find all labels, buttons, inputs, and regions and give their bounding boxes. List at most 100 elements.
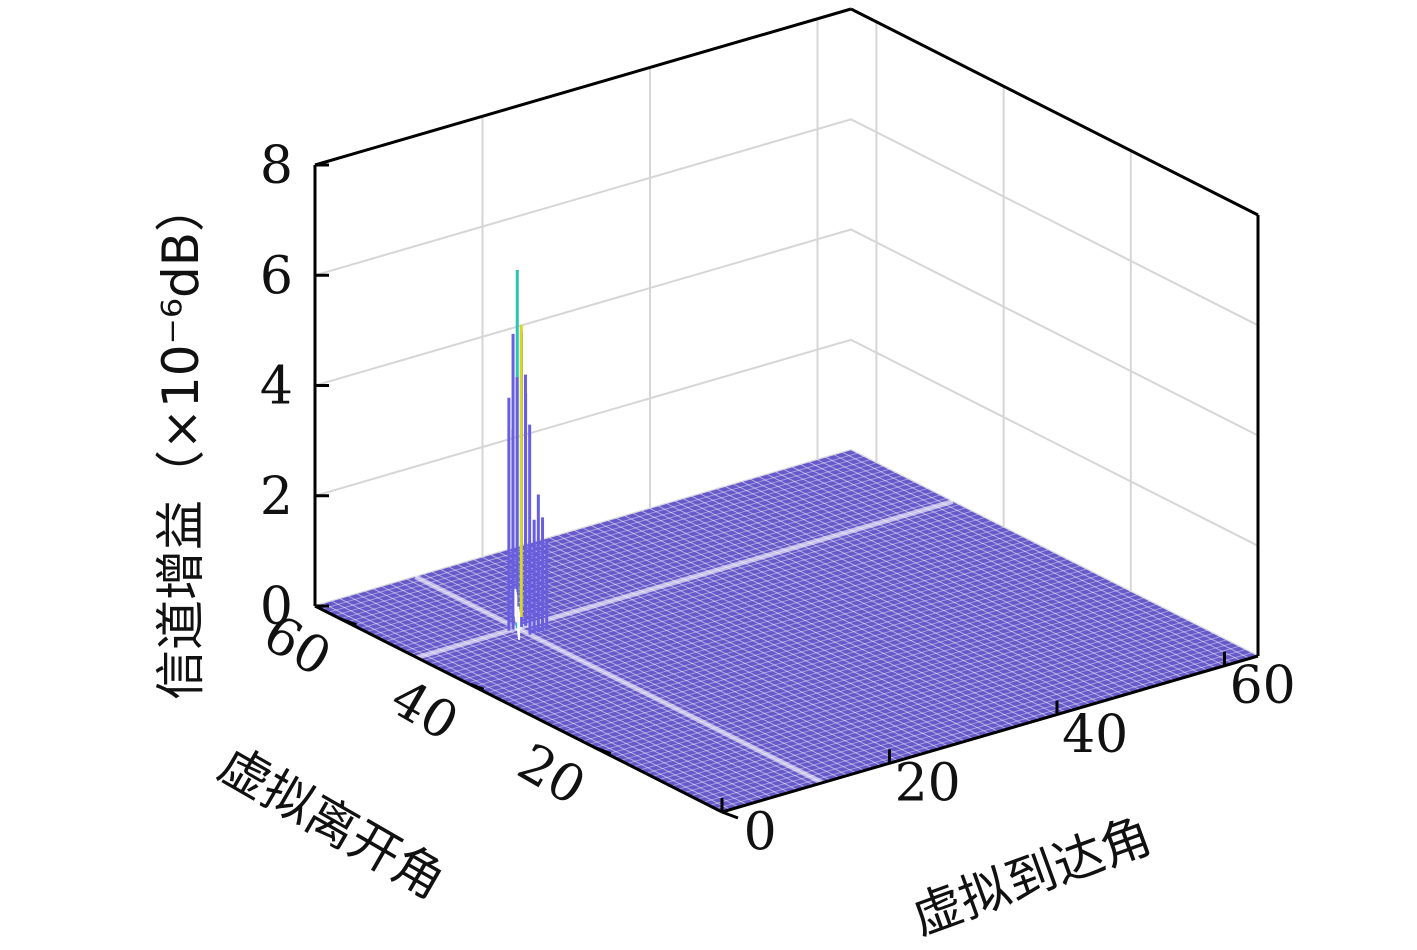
mesh-line-x (666, 503, 1074, 711)
mesh-line-y (543, 565, 1081, 723)
mesh-line-x (365, 590, 773, 798)
mesh-line-y (505, 546, 1042, 703)
mesh-line-y (651, 620, 1189, 778)
mesh-line-y (492, 539, 1030, 697)
mesh-line-y (467, 526, 1004, 684)
mesh-line-y (372, 478, 909, 636)
mesh-line-x (758, 476, 1167, 684)
mesh-line-y (461, 523, 998, 681)
mesh-line-x (532, 542, 940, 750)
mesh-line-x (524, 544, 932, 752)
y-axis-label: 虚拟离开角 (209, 735, 455, 910)
mesh-line-x (834, 454, 1242, 662)
mesh-line-y (715, 652, 1252, 810)
z-gridline (314, 228, 1259, 437)
mesh-line-x (607, 520, 1016, 728)
z-tick-label: 2 (260, 467, 293, 527)
mesh-line-y (594, 591, 1131, 749)
mesh-line-y (620, 604, 1157, 761)
mesh-line-y (454, 520, 992, 678)
mesh-line-y (626, 607, 1163, 765)
mesh-line-y (321, 452, 858, 610)
mesh-line-x (683, 498, 1091, 706)
z-axis-label: 信道增益（×10⁻⁶dB） (152, 182, 210, 700)
mesh-line-x (783, 469, 1192, 676)
mesh-line-x (323, 603, 731, 810)
mesh-line-x (708, 491, 1116, 698)
mesh-line-y (550, 568, 1087, 726)
x-axis-line (721, 654, 1259, 814)
mesh-line-y (683, 636, 1220, 794)
z-gridline (314, 118, 1259, 327)
mesh-line-x (499, 551, 907, 759)
mesh-line-y (607, 597, 1144, 755)
mesh-line-x (356, 593, 765, 801)
x-tick-label: 40 (1062, 705, 1128, 765)
z-gridline (314, 338, 1259, 547)
mesh-line-y (524, 555, 1061, 713)
mesh-line-x (674, 500, 1083, 708)
x-tick-label: 60 (1230, 656, 1296, 716)
mesh-line-x (574, 530, 982, 737)
mesh-line-y (499, 542, 1036, 700)
mesh-line-y (333, 459, 871, 617)
mesh-line-x (507, 549, 915, 757)
mesh-line-x (842, 452, 1250, 659)
mesh-line-y (435, 510, 972, 668)
mesh-line-x (633, 512, 1041, 720)
mesh-line-x (398, 581, 806, 789)
y-tick-label: 20 (508, 733, 595, 818)
mesh-line-y (702, 645, 1240, 803)
mesh-line-x (390, 583, 798, 791)
mesh-line-x (750, 478, 1158, 686)
mesh-line-y (537, 562, 1074, 720)
mesh-line-y (556, 571, 1093, 729)
mesh-line-y (384, 484, 922, 642)
mesh-line-x (658, 505, 1066, 713)
mesh-line-x (691, 495, 1100, 703)
mesh-line-y (664, 626, 1201, 784)
z-tick-label: 4 (260, 357, 293, 417)
mesh-line-y (581, 584, 1119, 742)
mesh-line-x (641, 510, 1049, 718)
mesh-line-y (613, 600, 1151, 758)
mesh-line-x (825, 456, 1234, 664)
mesh-line-x (406, 578, 815, 786)
mesh-line-y (601, 594, 1138, 752)
mesh-line-x (767, 473, 1175, 681)
mesh-line-x (331, 600, 739, 808)
surface-mesh (314, 449, 1259, 813)
mesh-line-y (639, 613, 1176, 771)
mesh-line-x (482, 556, 890, 764)
mesh-line-y (569, 578, 1106, 736)
mesh-line-y (658, 623, 1195, 781)
mesh-line-y (327, 456, 864, 613)
peak-lines (507, 269, 549, 640)
y-tick (594, 746, 612, 756)
mesh-line-x (423, 573, 832, 781)
mesh-line-x (557, 534, 966, 742)
mesh-line-x (733, 483, 1141, 691)
mesh-line-y (480, 533, 1017, 691)
z-gridline (314, 7, 1259, 216)
ridge-y (416, 499, 954, 660)
mesh-line-x (540, 539, 949, 747)
mesh-line-x (850, 449, 1259, 657)
mesh-line-x (800, 464, 1208, 672)
mesh-line-y (588, 587, 1125, 745)
mesh-line-x (725, 486, 1133, 693)
mesh-line-y (696, 642, 1233, 800)
mesh-line-y (353, 468, 890, 626)
x-tick-label: 0 (744, 802, 777, 862)
mesh-line-y (531, 559, 1068, 716)
y-tick-label: 40 (381, 668, 468, 753)
y-tick (339, 617, 357, 627)
x-axis-label: 虚拟到达角 (904, 806, 1159, 946)
mesh-line-y (346, 465, 883, 623)
mesh-line-x (582, 527, 991, 735)
mesh-line-y (670, 629, 1208, 787)
top-back-edge (314, 7, 852, 167)
mesh-line-x (549, 537, 957, 745)
mesh-line-y (562, 575, 1100, 732)
